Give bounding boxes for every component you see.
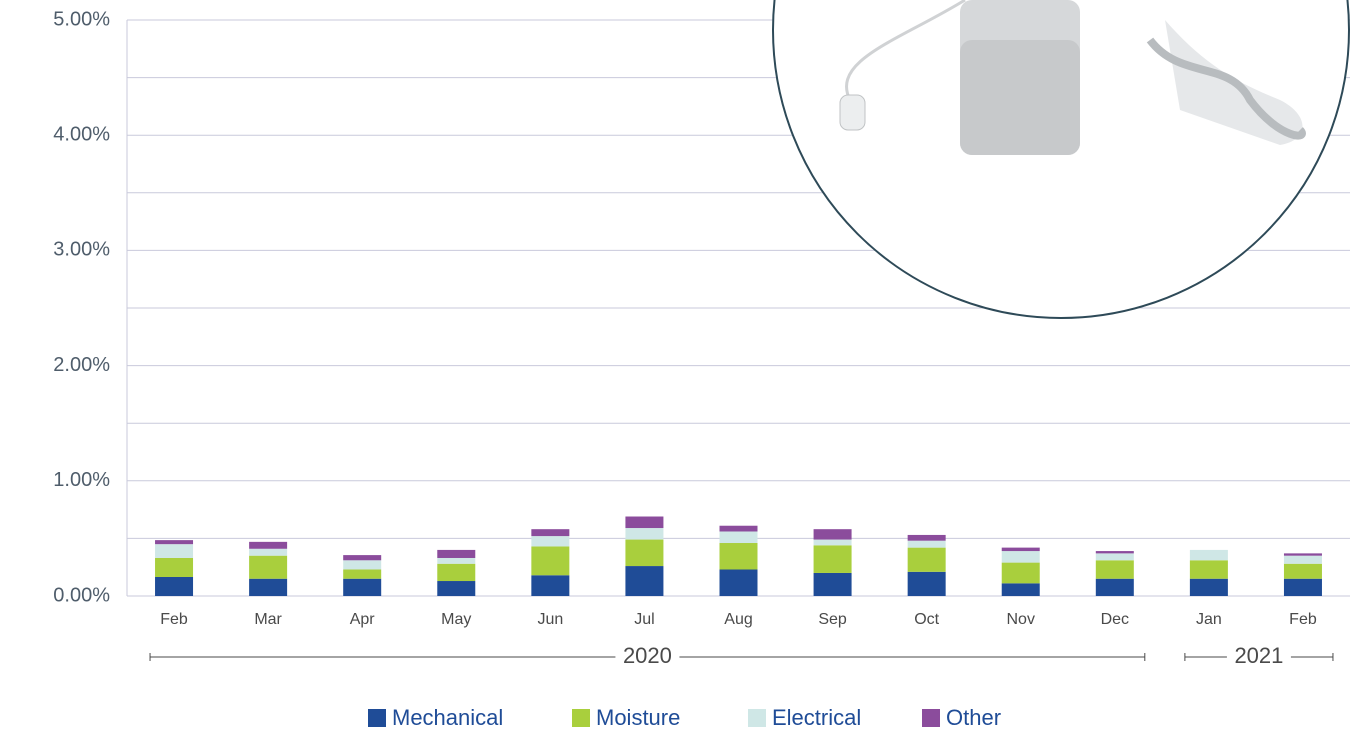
bar-segment — [531, 546, 570, 576]
bar-segment — [813, 539, 852, 546]
legend-swatch — [572, 709, 590, 727]
x-tick-label: Jan — [1196, 611, 1222, 628]
bar-segment — [155, 544, 194, 558]
y-tick-label: 0.00% — [53, 584, 110, 606]
bar-segment — [813, 572, 852, 596]
bar-segment — [1095, 560, 1134, 579]
x-tick-label: Sep — [818, 611, 847, 628]
bar-segment — [625, 566, 664, 596]
bar-segment — [1283, 555, 1322, 564]
bar-segment — [437, 549, 476, 558]
bar-segment — [249, 555, 288, 579]
bar-segment — [343, 555, 382, 561]
x-tick-label: Feb — [1289, 611, 1317, 628]
bar-segment — [531, 536, 570, 547]
bar-segment — [343, 560, 382, 570]
bar-segment — [719, 569, 758, 596]
bar-segment — [437, 563, 476, 582]
legend-label: Mechanical — [392, 705, 503, 730]
bar-segment — [813, 545, 852, 573]
bar-segment — [249, 578, 288, 596]
x-tick-label: Oct — [914, 611, 939, 628]
bar-segment — [625, 539, 664, 567]
bar-segment — [343, 578, 382, 596]
group-label: 2021 — [1234, 643, 1283, 668]
bar-segment — [1095, 578, 1134, 596]
bar-segment — [625, 516, 664, 529]
group-label-bg — [1226, 643, 1291, 671]
y-tick-label: 2.00% — [53, 354, 110, 376]
x-tick-label: Feb — [160, 611, 188, 628]
x-tick-label: Jul — [634, 611, 654, 628]
y-tick-label: 3.00% — [53, 239, 110, 261]
bar-segment — [155, 557, 194, 577]
x-tick-label: Mar — [254, 611, 282, 628]
bar-segment — [625, 528, 664, 540]
x-tick-label: Jun — [537, 611, 563, 628]
bar-segment — [1283, 563, 1322, 579]
legend-label: Electrical — [772, 705, 861, 730]
bar-segment — [1283, 578, 1322, 596]
x-tick-label: Apr — [350, 611, 376, 628]
bar-segment — [907, 571, 946, 596]
bar-segment — [719, 531, 758, 544]
bar-segment — [531, 529, 570, 537]
x-tick-label: May — [441, 611, 471, 628]
bar-segment — [813, 529, 852, 540]
x-tick-label: Dec — [1101, 611, 1129, 628]
bar-segment — [1095, 553, 1134, 561]
bar-segment — [907, 540, 946, 548]
bar-segment — [907, 534, 946, 541]
x-tick-label: Aug — [724, 611, 752, 628]
legend-swatch — [748, 709, 766, 727]
bar-segment — [1001, 583, 1040, 596]
bar-segment — [1283, 553, 1322, 556]
y-tick-label: 4.00% — [53, 123, 110, 145]
legend-swatch — [922, 709, 940, 727]
legend-label: Moisture — [596, 705, 680, 730]
bar-segment — [1095, 551, 1134, 554]
bar-segment — [155, 540, 194, 545]
product-image — [772, 0, 1350, 319]
bar-segment — [437, 581, 476, 596]
group-label: 2020 — [623, 643, 672, 668]
bar-segment — [155, 576, 194, 596]
bar-segment — [1189, 578, 1228, 596]
bar-segment — [719, 525, 758, 532]
legend-label: Other — [946, 705, 1001, 730]
group-label-bg — [615, 643, 680, 671]
bar-segment — [1001, 551, 1040, 563]
bar-segment — [719, 543, 758, 570]
bar-segment — [343, 569, 382, 579]
bar-segment — [907, 547, 946, 572]
bar-segment — [1189, 549, 1228, 561]
bar-segment — [249, 541, 288, 549]
x-tick-label: Nov — [1007, 611, 1035, 628]
y-tick-label: 5.00% — [53, 8, 110, 30]
bar-segment — [1189, 560, 1228, 579]
bar-segment — [1001, 562, 1040, 584]
bar-segment — [249, 548, 288, 556]
bar-segment — [1001, 547, 1040, 552]
bar-segment — [531, 575, 570, 596]
y-tick-label: 1.00% — [53, 469, 110, 491]
bar-segment — [437, 557, 476, 564]
legend-swatch — [368, 709, 386, 727]
